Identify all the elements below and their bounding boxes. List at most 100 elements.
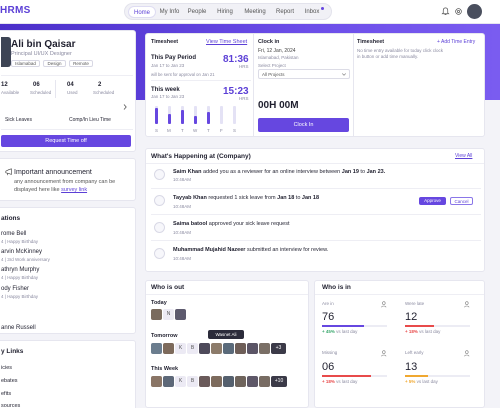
avatar[interactable]: K: [175, 343, 186, 354]
person-name: anne Russell: [1, 325, 36, 331]
celebrations-card: ations rome Bell 4 | Happy Birthday arvi…: [0, 207, 136, 334]
survey-link[interactable]: survey link: [61, 187, 88, 193]
avatar[interactable]: [211, 343, 222, 354]
stat-value: 12: [405, 311, 418, 323]
stat-progress: [322, 325, 387, 327]
stat-compare: vs last day: [416, 379, 438, 384]
more-avatars-badge[interactable]: +3: [271, 343, 286, 354]
feed-item[interactable]: Saim Khan added you as a reviewer for an…: [173, 169, 385, 175]
timesheet-overview-card: Timesheet View Time Sheet This Pay Perio…: [145, 33, 485, 137]
bell-icon[interactable]: [441, 7, 450, 16]
feed-item[interactable]: Tayyab Khan requested 1 sick leave from …: [173, 195, 319, 201]
feed-time: 10:48AM: [173, 177, 192, 182]
nav-home[interactable]: Home: [128, 6, 156, 18]
more-avatars-badge[interactable]: +10: [271, 376, 287, 387]
user-avatar[interactable]: [467, 4, 482, 19]
nav-inbox[interactable]: Inbox: [304, 9, 320, 15]
stat-compare: vs last day: [336, 379, 358, 384]
stat-label: Are in: [322, 301, 334, 306]
nav-meeting[interactable]: Meeting: [244, 9, 266, 15]
leave-type-comp[interactable]: Comp/In Lieu Time: [69, 117, 111, 123]
feed-time: 10:48AM: [173, 256, 192, 261]
stat-progress: [405, 375, 470, 377]
airplane-icon: [154, 195, 165, 206]
link-rebates[interactable]: ebates: [1, 378, 18, 384]
avatar[interactable]: [259, 376, 270, 387]
event-label: Happy Birthday: [7, 275, 38, 280]
avatar[interactable]: [235, 376, 246, 387]
avatar[interactable]: [259, 343, 270, 354]
link-policies[interactable]: icies: [1, 365, 13, 371]
feed-date-start: Jan 18: [277, 195, 295, 201]
tomorrow-label: Tomorrow: [151, 333, 178, 339]
avatar[interactable]: [223, 376, 234, 387]
avatar[interactable]: [199, 343, 210, 354]
entries-title: Timesheet: [357, 39, 385, 45]
avatar[interactable]: [247, 376, 258, 387]
chevron-right-icon[interactable]: [123, 104, 127, 110]
nav-report[interactable]: Report: [275, 9, 294, 15]
who-is-in-card: Who is in Are in 76 + 45% vs last day We…: [314, 280, 485, 408]
feed-date-start: Jan 19: [341, 169, 359, 175]
nav-people[interactable]: People: [187, 9, 207, 15]
avatar[interactable]: B: [187, 376, 198, 387]
link-benefits[interactable]: efits: [1, 391, 12, 397]
avatar[interactable]: [163, 376, 174, 387]
nav-hiring[interactable]: Hiring: [217, 9, 233, 15]
person-name: rome Bell: [1, 231, 27, 237]
day-label: S: [155, 128, 159, 133]
user-clock-icon: [464, 301, 471, 308]
stat-available-value: 12: [1, 82, 8, 88]
avatar[interactable]: [199, 376, 210, 387]
avatar[interactable]: K: [175, 376, 186, 387]
user-minus-icon: [464, 350, 471, 357]
avatar[interactable]: [151, 376, 162, 387]
app-logo[interactable]: HRMS: [0, 5, 31, 16]
stat-available-label: Available: [1, 90, 20, 95]
pay-period-note: will be sent for approval on Jan 21: [151, 72, 215, 77]
avatar[interactable]: B: [187, 343, 198, 354]
feed-item[interactable]: Saima batool approved your sick leave re…: [173, 221, 289, 227]
main-nav: Home My Info People Hiring Meeting Repor…: [124, 3, 332, 20]
avatar[interactable]: [223, 343, 234, 354]
feed-text: requested 1 sick leave from: [206, 195, 278, 201]
profile-title: Principal UI/UX Designer: [11, 51, 72, 57]
who-is-out-card: Who is out Today N Tomorrow Wasnet Ali K…: [145, 280, 309, 408]
avatar[interactable]: [151, 309, 162, 320]
avatar[interactable]: [163, 343, 174, 354]
avatar[interactable]: [235, 343, 246, 354]
project-select[interactable]: All Projects: [258, 69, 350, 79]
avatar[interactable]: [247, 343, 258, 354]
avatar[interactable]: [175, 309, 186, 320]
project-select-value: All Projects: [262, 72, 285, 77]
avatar[interactable]: [151, 343, 162, 354]
cancel-button[interactable]: Cancel: [450, 197, 473, 205]
day-bar-mon: [168, 114, 171, 124]
feed-actor: Saima batool: [173, 221, 208, 227]
feed-item[interactable]: Muhammad Mujahid Nazeer submitted an int…: [173, 247, 328, 253]
clock-in-button[interactable]: Clock In: [258, 118, 349, 132]
entries-empty-1: No time entry available for today click …: [357, 48, 444, 53]
avatar[interactable]: N: [163, 309, 174, 320]
leave-type-sick[interactable]: Sick Leaves: [5, 117, 32, 123]
stat-change: + 45%: [322, 329, 335, 334]
stat-value: 06: [322, 361, 335, 373]
feed-text: submitted an interview for review.: [245, 247, 329, 253]
request-time-off-button[interactable]: Request Time off: [1, 135, 131, 147]
stat-scheduled-value: 06: [33, 82, 40, 88]
document-icon: [154, 169, 165, 180]
stat-compare: vs last day: [336, 329, 358, 334]
add-time-entry-link[interactable]: + Add Time Entry: [437, 39, 476, 45]
view-all-link[interactable]: View All: [455, 153, 473, 159]
nav-my-info[interactable]: My Info: [159, 9, 180, 15]
clockin-date: Fri, 12 Jan, 2024: [258, 48, 296, 54]
settings-icon[interactable]: [454, 7, 463, 16]
chevron-down-icon: [342, 73, 346, 76]
event-date: 4: [1, 257, 4, 262]
avatar[interactable]: [211, 376, 222, 387]
view-timesheet-link[interactable]: View Time Sheet: [206, 39, 248, 45]
link-resources[interactable]: sources: [1, 403, 21, 408]
approve-button[interactable]: Approve: [419, 197, 446, 205]
tag-location: Islamabad: [11, 60, 40, 67]
pay-period-hours: 81:36: [223, 54, 249, 65]
